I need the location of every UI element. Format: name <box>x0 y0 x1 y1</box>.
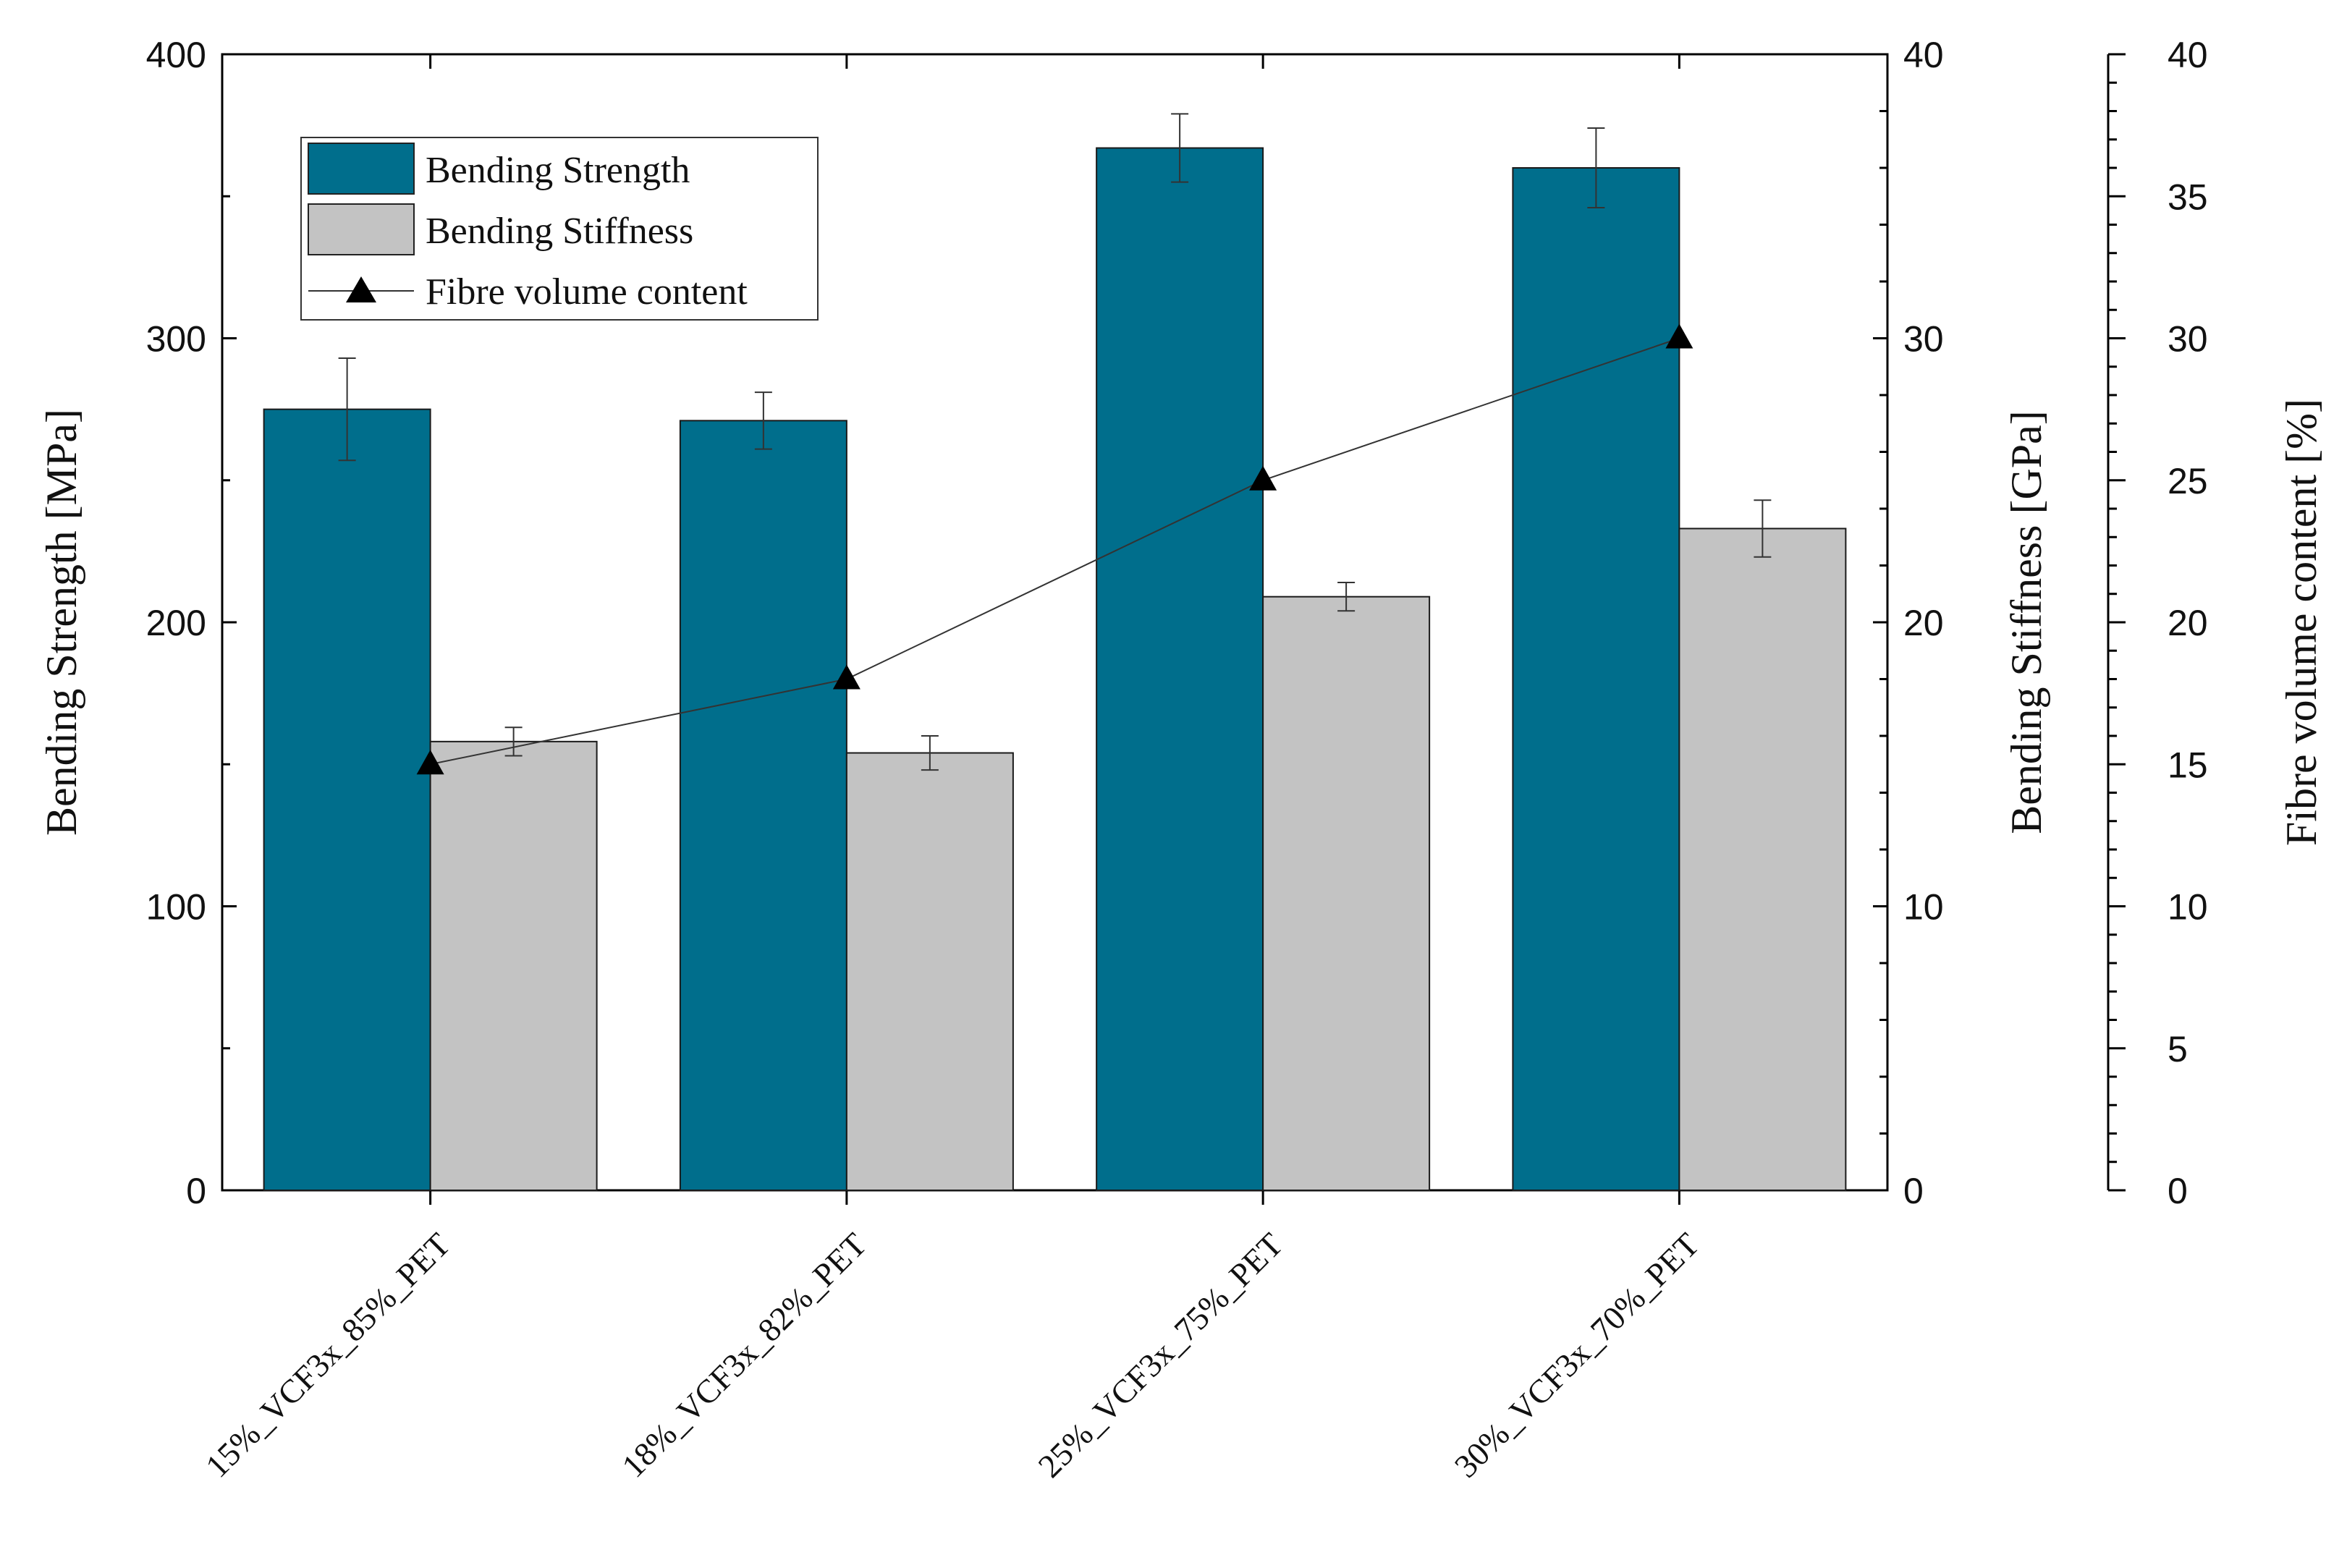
left-axis-title: Bending Strength [MPa] <box>38 409 85 836</box>
bar-bending-stiffness <box>845 752 1014 1192</box>
left-axis-tick-label: 100 <box>146 887 206 928</box>
category-label: 30%_VCF3x_70%_PET <box>1447 1226 1707 1485</box>
fvc-axis-tick-label: 25 <box>2168 461 2208 501</box>
fvc-axis-tick-label: 0 <box>2168 1171 2188 1211</box>
category-label: 25%_VCF3x_75%_PET <box>1031 1226 1290 1485</box>
fvc-axis: 0 5 10 15 20 25 30 35 40 <box>2107 35 2208 1211</box>
bar-bending-stiffness <box>429 740 598 1191</box>
left-axis-tick-label: 300 <box>146 319 206 360</box>
fibre-volume-marker <box>1665 323 1693 349</box>
bar-bending-strength <box>679 420 847 1192</box>
bar-bending-strength <box>1512 167 1680 1191</box>
stiffness-axis-tick-label: 20 <box>1903 603 1944 643</box>
stiffness-axis: 0 10 20 30 40 <box>1873 35 1944 1211</box>
stiffness-axis-tick-label: 30 <box>1903 319 1944 360</box>
fvc-axis-title: Fibre volume content [%] <box>2278 399 2325 846</box>
fibre-volume-marker <box>832 664 860 690</box>
stiffness-axis-tick-label: 10 <box>1903 887 1944 928</box>
category-label: 15%_VCF3x_85%_PET <box>198 1226 457 1485</box>
fibre-volume-line <box>430 337 1680 766</box>
fvc-axis-tick-label: 40 <box>2168 35 2208 75</box>
bar-bending-stiffness <box>1678 527 1847 1191</box>
stiffness-axis-title: Bending Stiffness [GPa] <box>2003 410 2050 834</box>
fvc-axis-tick-label: 20 <box>2168 603 2208 643</box>
fvc-axis-tick-label: 30 <box>2168 319 2208 360</box>
legend-label-fvc: Fibre volume content <box>426 271 748 313</box>
legend: Bending Strength Bending Stiffness Fibre… <box>300 137 819 321</box>
fibre-volume-marker <box>416 750 444 775</box>
left-axis-tick-label: 400 <box>146 35 206 75</box>
bar-series <box>263 113 1847 1192</box>
left-axis-tick-label: 0 <box>186 1171 206 1211</box>
plot-frame: 0 100 200 300 400 <box>146 35 1889 1211</box>
fvc-axis-tick-label: 15 <box>2168 745 2208 785</box>
legend-swatch-stiffness <box>308 203 415 255</box>
bar-bending-strength <box>263 408 431 1191</box>
fibre-volume-marker <box>1249 465 1277 491</box>
bar-bending-stiffness <box>1262 596 1431 1191</box>
axis-titles: Bending Strength [MPa] Bending Stiffness… <box>38 399 2325 846</box>
category-label: 18%_VCF3x_82%_PET <box>614 1226 874 1485</box>
stiffness-axis-tick-label: 0 <box>1903 1171 1924 1211</box>
left-axis-tick-label: 200 <box>146 603 206 643</box>
legend-label-strength: Bending Strength <box>426 150 690 191</box>
fvc-axis-tick-label: 10 <box>2168 887 2208 928</box>
legend-label-stiffness: Bending Stiffness <box>426 211 693 252</box>
fvc-axis-tick-label: 5 <box>2168 1029 2188 1069</box>
legend-swatch-strength <box>308 143 415 195</box>
legend-marker-fvc <box>346 276 376 302</box>
fibre-volume-line-series <box>416 323 1693 775</box>
fvc-axis-tick-label: 35 <box>2168 177 2208 217</box>
category-labels: 15%_VCF3x_85%_PET 18%_VCF3x_82%_PET 25%_VC… <box>198 1226 1706 1485</box>
stiffness-axis-tick-label: 40 <box>1903 35 1944 75</box>
bar-bending-strength <box>1096 147 1264 1191</box>
